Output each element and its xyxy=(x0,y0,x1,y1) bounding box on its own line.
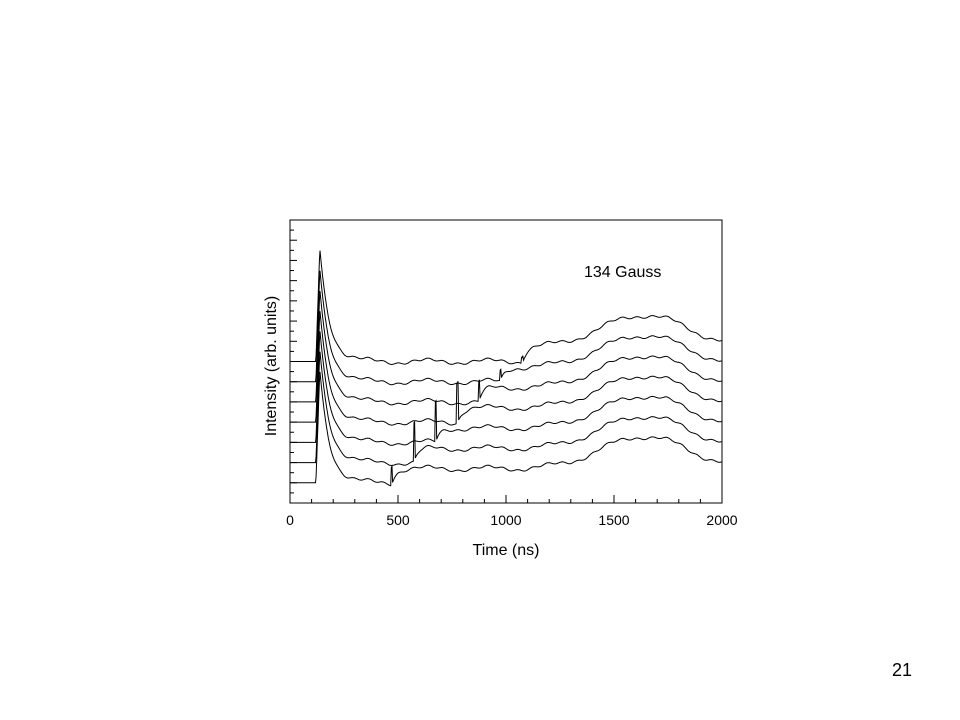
x-tick-label: 1000 xyxy=(490,512,521,528)
slide-number: 21 xyxy=(891,660,912,680)
y-axis-label: Intensity (arb. units) xyxy=(263,296,280,437)
series-trace-5 xyxy=(290,290,722,406)
x-tick-label: 500 xyxy=(386,512,410,528)
x-tick-label: 2000 xyxy=(706,512,737,528)
series-trace-7 xyxy=(290,250,722,366)
series-trace-1 xyxy=(290,371,722,487)
x-axis: 0 500 1000 1500 2000 xyxy=(286,495,738,528)
series-trace-3 xyxy=(290,331,722,446)
series-trace-4 xyxy=(290,311,722,426)
series-group xyxy=(290,250,722,487)
chart-annotation: 134 Gauss xyxy=(584,264,661,281)
series-trace-6 xyxy=(290,270,722,386)
x-tick-label: 0 xyxy=(286,512,294,528)
series-trace-2 xyxy=(290,351,722,466)
x-tick-label: 1500 xyxy=(598,512,629,528)
x-axis-label: Time (ns) xyxy=(473,542,540,559)
